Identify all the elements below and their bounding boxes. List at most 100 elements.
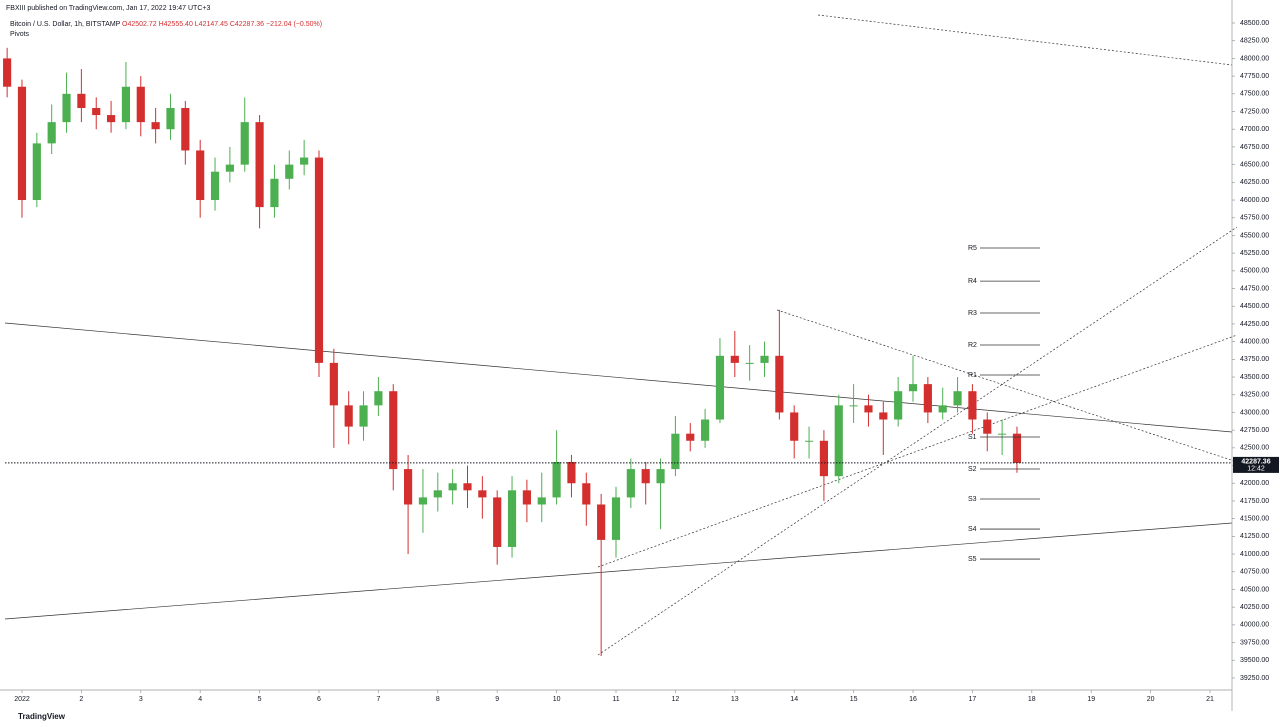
candle-body (121, 86, 131, 123)
candle-body (597, 504, 606, 540)
x-tick-label: 6 (317, 696, 321, 703)
y-tick-label: 40500.00 (1240, 586, 1269, 593)
trend-line (4, 322, 1233, 433)
candle-body (404, 469, 413, 505)
y-tick-label: 41000.00 (1240, 551, 1269, 558)
x-tick-label: 12 (672, 696, 680, 703)
candle-body (686, 433, 695, 441)
y-tick-label: 45250.00 (1240, 250, 1269, 257)
candle-body (329, 362, 338, 406)
candle-body (314, 157, 324, 363)
candle-body (671, 433, 680, 470)
candle-body (47, 122, 56, 144)
y-tick-label: 40250.00 (1240, 604, 1269, 611)
trend-line (817, 14, 1233, 66)
x-tick-label: 18 (1028, 696, 1036, 703)
y-tick-label: 47500.00 (1240, 91, 1269, 98)
candle-body (656, 469, 665, 484)
candle-body (62, 93, 71, 123)
y-tick-label: 47000.00 (1240, 126, 1269, 133)
candle-body (359, 405, 368, 427)
y-tick-label: 44750.00 (1240, 285, 1269, 292)
candle-body (493, 497, 502, 547)
y-tick-label: 42750.00 (1240, 427, 1269, 434)
candle-body (968, 391, 977, 420)
candle-body (730, 355, 739, 363)
y-tick-label: 45000.00 (1240, 268, 1269, 275)
pivot-label: R5 (968, 245, 977, 252)
candle-body (300, 157, 309, 165)
candle-body (849, 405, 858, 407)
candle-body (270, 178, 279, 208)
x-tick-label: 2022 (14, 696, 30, 703)
x-tick-label: 15 (850, 696, 858, 703)
x-tick-label: 20 (1147, 696, 1155, 703)
candle-body (775, 355, 784, 413)
x-tick-label: 7 (376, 696, 380, 703)
y-tick-label: 44500.00 (1240, 303, 1269, 310)
candle-body (1012, 433, 1022, 463)
trend-line (597, 226, 1238, 656)
candle-body (879, 412, 888, 420)
candle-body (507, 490, 517, 547)
published: FBXIII published on TradingView.com, Jan… (6, 5, 210, 12)
candle-body (522, 490, 531, 505)
y-tick-label: 48250.00 (1240, 38, 1269, 45)
candle-body (760, 355, 769, 363)
x-tick-label: 10 (553, 696, 561, 703)
candle-body (552, 462, 561, 498)
pivot-label: S3 (968, 496, 977, 503)
candle-body (715, 355, 725, 420)
candle-body (210, 171, 220, 201)
candle-body (908, 384, 918, 392)
indicator: Pivots (10, 31, 30, 38)
x-tick-label: 4 (198, 696, 202, 703)
candle-body (196, 150, 205, 201)
candle-body (418, 497, 428, 505)
y-tick-label: 43750.00 (1240, 356, 1269, 363)
y-tick-label: 40000.00 (1240, 622, 1269, 629)
trend-line (776, 309, 1238, 463)
y-tick-label: 42000.00 (1240, 480, 1269, 487)
candle-body (92, 107, 101, 116)
candle-body (804, 440, 814, 442)
y-tick-label: 48500.00 (1240, 20, 1269, 27)
pivot-label: S4 (968, 526, 977, 533)
y-tick-label: 47250.00 (1240, 108, 1269, 115)
y-tick-label: 39250.00 (1240, 675, 1269, 682)
x-tick-label: 14 (790, 696, 798, 703)
y-tick-label: 41750.00 (1240, 498, 1269, 505)
y-tick-label: 47750.00 (1240, 73, 1269, 80)
x-tick-label: 13 (731, 696, 739, 703)
x-tick-label: 9 (495, 696, 499, 703)
trend-line (4, 522, 1233, 620)
candle-body (641, 469, 650, 484)
candle-body (834, 405, 843, 477)
trend-line (597, 334, 1238, 568)
last-price-box (1233, 456, 1279, 473)
candle-body (701, 419, 710, 441)
y-tick-label: 39750.00 (1240, 639, 1269, 646)
candle-body (537, 497, 546, 505)
y-tick-label: 46250.00 (1240, 179, 1269, 186)
pivot-label: R3 (968, 310, 977, 317)
candle-body (938, 405, 947, 413)
x-tick-label: 3 (139, 696, 143, 703)
candle-body (923, 384, 932, 413)
candle-body (582, 483, 591, 505)
pivot-label: R1 (968, 372, 977, 379)
candle-body (953, 391, 962, 406)
drawings (4, 14, 1238, 656)
candle-body (374, 391, 383, 406)
x-tick-label: 8 (436, 696, 440, 703)
candle-body (983, 419, 992, 434)
brand: TradingView (18, 712, 66, 721)
candle-body (998, 433, 1007, 435)
candle-body (166, 107, 175, 130)
y-tick-label: 42500.00 (1240, 445, 1269, 452)
candle-body (389, 391, 398, 470)
candle-body (894, 391, 903, 420)
candle-body (32, 143, 41, 201)
